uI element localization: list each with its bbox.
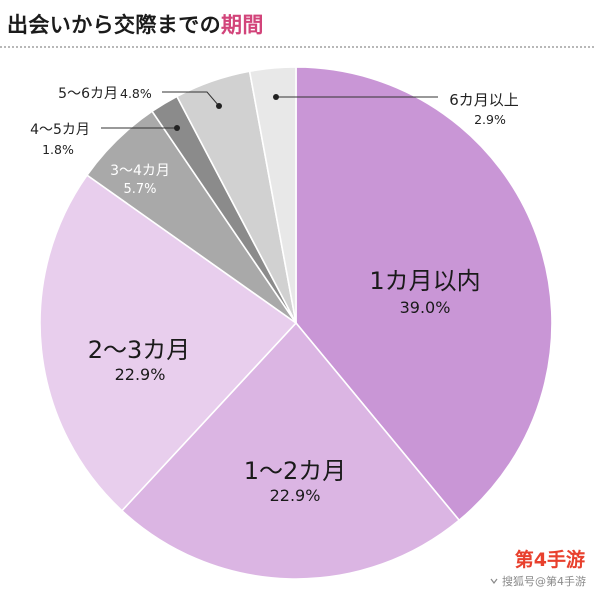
slice-label-6-plus-months: 6カ月以上	[449, 91, 519, 109]
slice-label-4-5-months: 4〜5カ月	[30, 122, 90, 138]
slice-label-3-4-months: 3〜4カ月	[110, 163, 170, 179]
title-text: 出会いから交際までの	[7, 13, 221, 37]
pie-slices	[39, 66, 553, 580]
slice-label-5-6-months: 5〜6カ月	[58, 86, 118, 102]
pie-slice-1-2-months	[121, 322, 460, 580]
title-divider	[0, 46, 594, 48]
chart-title: 出会いから交際までの期間	[7, 9, 264, 39]
watermark-source-text: 搜狐号@第4手游	[502, 575, 586, 588]
slice-label-1-2-months: 1〜2カ月	[244, 457, 347, 485]
slice-value-1-2-months: 22.9%	[270, 486, 321, 505]
pie-slice-2-3-months	[39, 174, 297, 512]
watermark-brand: 第4手游	[514, 549, 585, 571]
pie-slice-6-plus-months	[248, 66, 297, 324]
slice-label-2-3-months: 2〜3カ月	[88, 336, 191, 364]
title-highlight: 期間	[221, 13, 264, 37]
pie-labels: 1カ月以内39.0%1〜2カ月22.9%2〜3カ月22.9%3〜4カ月5.7%4…	[30, 86, 519, 505]
leader-line-5-6-months	[162, 91, 220, 107]
slice-value-6-plus-months: 2.9%	[474, 112, 506, 127]
leader-lines	[101, 91, 438, 131]
pie-slice-1-month	[295, 66, 553, 522]
slice-label-1-month: 1カ月以内	[369, 267, 480, 295]
leader-dot-4-5-months	[174, 125, 180, 131]
slice-value-5-6-months: 4.8%	[120, 86, 152, 101]
slice-value-1-month: 39.0%	[400, 298, 451, 317]
slice-value-4-5-months: 1.8%	[42, 142, 74, 157]
slice-value-2-3-months: 22.9%	[115, 365, 166, 384]
watermark-icon	[490, 578, 498, 584]
watermark-source: 搜狐号@第4手游	[490, 573, 586, 589]
slice-value-3-4-months: 5.7%	[123, 182, 156, 197]
leader-dot-6-plus-months	[273, 94, 279, 100]
leader-dot-5-6-months	[216, 103, 222, 109]
